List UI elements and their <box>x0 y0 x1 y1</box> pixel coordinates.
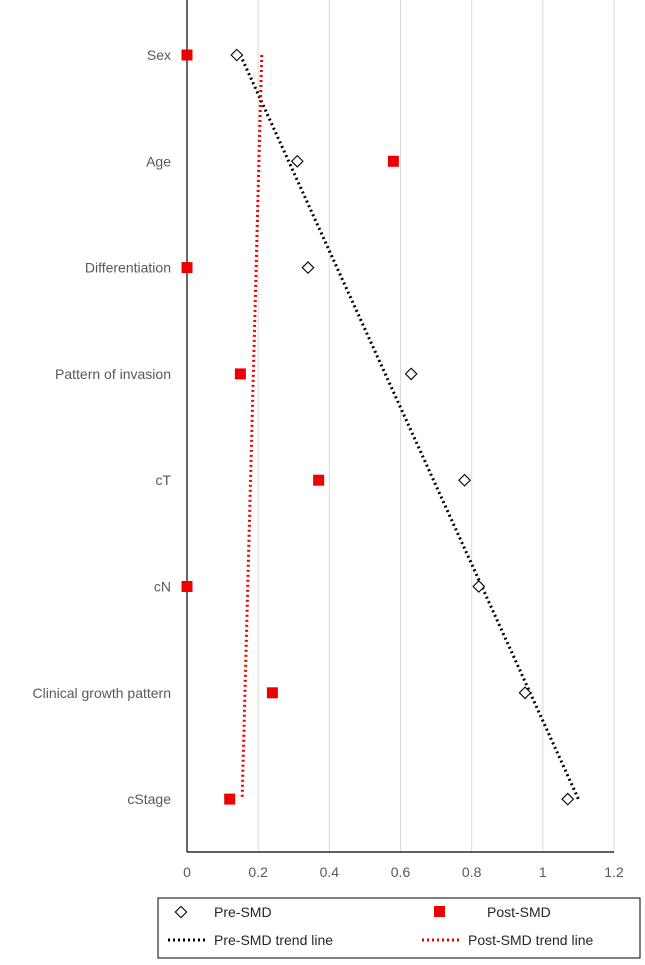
category-label: cT <box>155 472 171 488</box>
post-smd-point <box>387 155 399 167</box>
data-points <box>181 48 575 806</box>
x-tick-label: 0.6 <box>391 864 411 880</box>
pre-smd-point <box>404 367 418 381</box>
trend-line <box>239 54 580 800</box>
gridlines <box>257 0 615 852</box>
x-tick-label: 0 <box>183 864 191 880</box>
legend-marker-pre-smd <box>174 905 188 919</box>
category-label: cN <box>154 579 171 595</box>
pre-smd-point <box>290 154 304 168</box>
category-label: Age <box>146 153 171 169</box>
pre-smd-point <box>458 473 471 487</box>
category-label: Differentiation <box>85 260 171 276</box>
post-smd-point <box>266 687 278 699</box>
pre-smd-point <box>301 261 315 275</box>
pre-smd-point <box>518 686 532 700</box>
trend-lines <box>239 54 580 800</box>
legend-label-post-smd: Post-SMD <box>487 904 551 920</box>
category-label: Pattern of invasion <box>55 366 171 382</box>
legend-label-pre-smd-trend: Pre-SMD trend line <box>214 932 333 948</box>
x-tick-labels: 0 0.2 0.4 0.6 0.8 1 1.2 <box>183 864 624 880</box>
legend-box <box>157 897 641 959</box>
x-tick-label: 1.2 <box>604 864 624 880</box>
legend-label-pre-smd: Pre-SMD <box>214 904 272 920</box>
pre-smd-point <box>472 580 486 593</box>
post-smd-point <box>181 49 193 61</box>
post-smd-point <box>313 474 325 486</box>
category-label: Sex <box>147 47 171 63</box>
post-smd-point <box>181 262 193 274</box>
legend: Pre-SMD Post-SMD Pre-SMD trend line Post… <box>157 897 641 959</box>
trend-line <box>240 54 264 800</box>
pre-smd-point <box>561 792 575 806</box>
category-label: Clinical growth pattern <box>32 685 171 701</box>
post-smd-point <box>181 581 193 592</box>
post-smd-point <box>234 368 246 380</box>
x-tick-label: 0.2 <box>248 864 268 880</box>
legend-label-post-smd-trend: Post-SMD trend line <box>468 932 593 948</box>
pre-smd-point <box>230 48 244 62</box>
category-labels: Sex Age Differentiation Pattern of invasion… <box>32 47 171 807</box>
x-tick-label: 0.4 <box>320 864 340 880</box>
x-tick-label: 0.8 <box>462 864 482 880</box>
post-smd-point <box>224 793 236 805</box>
legend-marker-post-smd <box>434 906 445 917</box>
x-tick-label: 1 <box>539 864 547 880</box>
category-label: cStage <box>127 791 171 807</box>
